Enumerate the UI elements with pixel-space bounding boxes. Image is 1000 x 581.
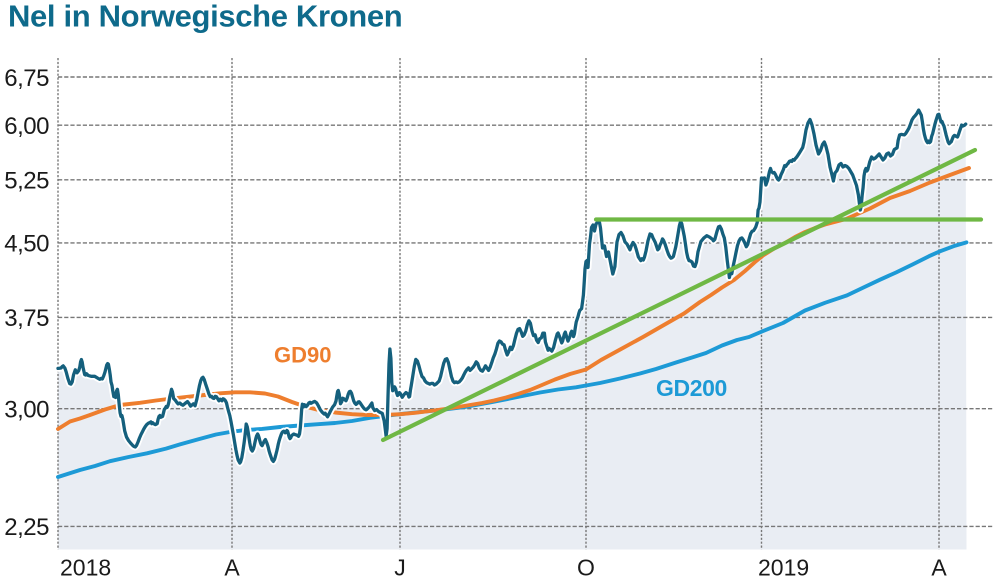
svg-text:5,25: 5,25: [4, 168, 49, 195]
svg-text:2018: 2018: [60, 555, 111, 581]
svg-text:J: J: [394, 555, 406, 581]
svg-text:2019: 2019: [758, 555, 809, 581]
svg-text:O: O: [577, 555, 595, 581]
svg-text:Nel in Norwegische Kronen: Nel in Norwegische Kronen: [8, 0, 402, 34]
svg-text:GD200: GD200: [656, 375, 727, 401]
svg-text:A: A: [224, 555, 240, 581]
svg-text:GD90: GD90: [274, 343, 331, 368]
svg-text:2,25: 2,25: [4, 514, 49, 541]
svg-text:4,50: 4,50: [4, 231, 49, 258]
svg-text:A: A: [931, 555, 947, 581]
svg-text:3,75: 3,75: [4, 305, 49, 332]
svg-text:6,00: 6,00: [4, 113, 49, 140]
svg-text:6,75: 6,75: [4, 65, 49, 92]
svg-text:3,00: 3,00: [4, 397, 49, 424]
